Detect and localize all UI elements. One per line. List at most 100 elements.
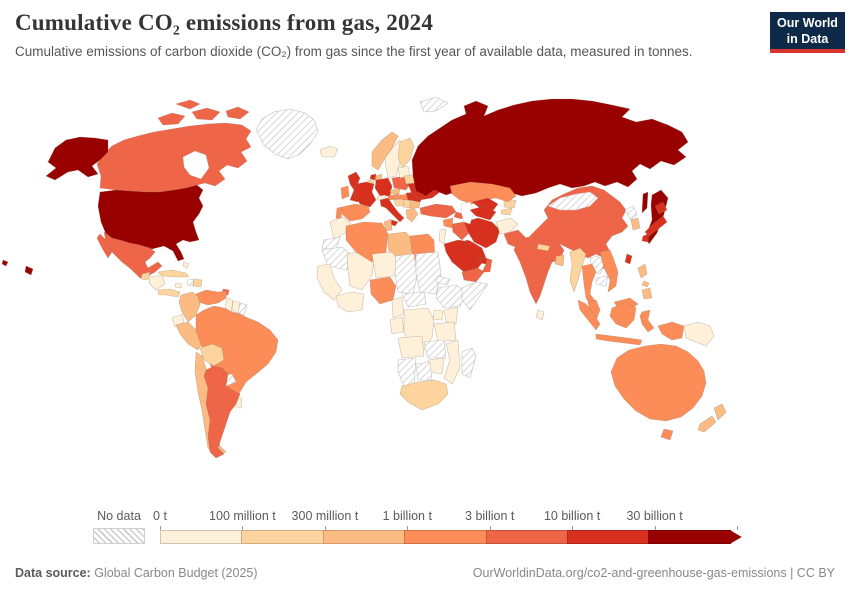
country-italy[interactable] xyxy=(379,197,405,223)
country-russia-sakhalin[interactable] xyxy=(641,191,649,214)
country-myanmar[interactable] xyxy=(569,247,587,293)
country-kazakhstan[interactable] xyxy=(449,181,517,205)
country-taiwan[interactable] xyxy=(624,253,633,265)
country-uae[interactable] xyxy=(479,257,488,265)
country-congo[interactable] xyxy=(389,316,405,335)
country-indonesia-kalimantan[interactable] xyxy=(609,301,637,329)
country-cambodia[interactable] xyxy=(595,275,609,287)
attribution-link[interactable]: OurWorldinData.org/co2-and-greenhouse-ga… xyxy=(472,566,835,580)
legend-bin-swatch[interactable] xyxy=(648,530,731,544)
country-madagascar[interactable] xyxy=(461,347,477,379)
country-iceland[interactable] xyxy=(319,145,339,158)
country-north-korea[interactable] xyxy=(624,205,638,221)
country-venezuela[interactable] xyxy=(195,289,228,306)
country-philippines-mindanao[interactable] xyxy=(641,287,653,300)
country-croatia[interactable] xyxy=(393,198,405,207)
country-germany[interactable] xyxy=(374,177,393,197)
country-honduras[interactable] xyxy=(148,274,166,291)
country-yemen[interactable] xyxy=(461,267,485,283)
country-south-africa[interactable] xyxy=(399,379,449,411)
country-tunisia[interactable] xyxy=(383,218,393,232)
country-greece[interactable] xyxy=(405,207,419,223)
country-bangladesh[interactable] xyxy=(554,254,565,267)
country-finland[interactable] xyxy=(397,137,415,169)
country-canada-islands[interactable] xyxy=(157,112,186,126)
country-philippines-visayas[interactable] xyxy=(641,280,650,288)
country-peru[interactable] xyxy=(175,321,204,351)
country-canada-islands[interactable] xyxy=(225,106,250,120)
country-afghanistan[interactable] xyxy=(495,217,519,235)
country-nepal[interactable] xyxy=(536,243,551,252)
country-mexico-baja[interactable] xyxy=(96,233,113,259)
country-ethiopia[interactable] xyxy=(435,284,467,309)
country-qatar[interactable] xyxy=(476,253,482,261)
country-mozambique[interactable] xyxy=(443,339,461,385)
country-south-korea[interactable] xyxy=(630,217,641,231)
country-chad[interactable] xyxy=(394,253,418,295)
country-car[interactable] xyxy=(401,291,427,308)
legend-bin-swatch[interactable] xyxy=(160,530,243,544)
country-ghana-ivory-coast[interactable] xyxy=(335,291,365,313)
country-iran[interactable] xyxy=(463,217,501,249)
legend-bin-swatch[interactable] xyxy=(241,530,324,544)
country-australia-tasmania[interactable] xyxy=(660,428,674,441)
country-west-africa[interactable] xyxy=(316,263,343,301)
country-japan-honshu[interactable] xyxy=(644,215,668,237)
country-bolivia[interactable] xyxy=(199,343,225,367)
country-papua-new-guinea[interactable] xyxy=(683,321,715,347)
country-iraq[interactable] xyxy=(451,221,471,241)
country-uzbekistan[interactable] xyxy=(471,197,499,213)
legend-bin-swatch[interactable] xyxy=(485,530,568,544)
country-czechia[interactable] xyxy=(389,188,401,195)
country-united-states-hawaii[interactable] xyxy=(1,259,9,267)
country-canada[interactable] xyxy=(96,122,252,193)
country-kuwait[interactable] xyxy=(464,239,472,246)
country-tanzania[interactable] xyxy=(433,321,457,343)
country-niger[interactable] xyxy=(371,251,399,279)
country-spain[interactable] xyxy=(341,203,371,222)
legend-bin-swatch[interactable] xyxy=(322,530,406,544)
legend-bin-swatch[interactable] xyxy=(404,530,487,544)
country-norway[interactable] xyxy=(371,131,399,171)
country-indonesia-papua[interactable] xyxy=(657,321,685,341)
country-mexico[interactable] xyxy=(103,231,163,279)
country-russia[interactable] xyxy=(411,98,689,198)
country-philippines-luzon[interactable] xyxy=(637,263,648,279)
country-australia[interactable] xyxy=(610,343,707,422)
country-indonesia-java[interactable] xyxy=(595,333,643,346)
country-canada-islands[interactable] xyxy=(191,107,221,121)
legend-no-data[interactable]: No data xyxy=(93,509,145,544)
country-angola[interactable] xyxy=(397,335,425,359)
country-uganda[interactable] xyxy=(432,309,444,321)
country-kyrgyzstan[interactable] xyxy=(503,199,517,209)
country-algeria[interactable] xyxy=(345,221,389,263)
country-ecuador[interactable] xyxy=(171,313,185,328)
country-dominican-republic[interactable] xyxy=(192,278,203,288)
country-jordan-israel[interactable] xyxy=(438,228,447,245)
country-guatemala[interactable] xyxy=(140,271,151,281)
data-source-value[interactable]: Global Carbon Budget (2025) xyxy=(94,566,258,580)
country-indonesia-sulawesi[interactable] xyxy=(639,309,655,333)
country-cameroon[interactable] xyxy=(391,296,405,319)
country-turkmenistan[interactable] xyxy=(469,205,497,221)
country-japan-hokkaido[interactable] xyxy=(654,201,668,215)
country-thailand[interactable] xyxy=(581,263,597,309)
country-mongolia[interactable] xyxy=(547,191,599,211)
country-kenya[interactable] xyxy=(443,306,459,325)
country-united-states-alaska[interactable] xyxy=(45,136,109,181)
country-botswana[interactable] xyxy=(415,361,433,381)
country-tajikistan[interactable] xyxy=(500,207,513,216)
country-somalia[interactable] xyxy=(461,281,489,311)
country-canada-islands[interactable] xyxy=(175,99,201,110)
country-brazil[interactable] xyxy=(195,305,279,409)
country-sri-lanka[interactable] xyxy=(535,309,545,321)
legend-bin-swatch[interactable] xyxy=(566,530,650,544)
country-panama[interactable] xyxy=(157,288,181,298)
country-new-zealand-north[interactable] xyxy=(713,403,727,421)
country-french-guiana[interactable] xyxy=(237,302,248,316)
country-greenland[interactable] xyxy=(255,108,319,160)
country-bahamas[interactable] xyxy=(182,261,190,269)
country-sudan[interactable] xyxy=(415,251,442,295)
country-svalbard[interactable] xyxy=(419,96,449,113)
country-turkey[interactable] xyxy=(419,203,457,219)
